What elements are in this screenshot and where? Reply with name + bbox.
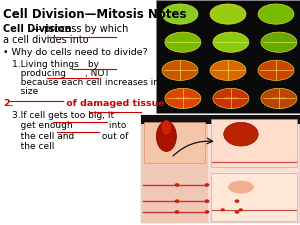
Ellipse shape — [162, 60, 198, 81]
Ellipse shape — [210, 4, 246, 24]
Ellipse shape — [156, 121, 176, 151]
Circle shape — [235, 210, 239, 214]
Bar — [156, 0, 300, 112]
Ellipse shape — [210, 60, 246, 81]
Circle shape — [205, 199, 209, 203]
Ellipse shape — [258, 4, 294, 24]
Text: 1.Living things: 1.Living things — [12, 60, 79, 69]
Bar — [141, 115, 300, 124]
Ellipse shape — [261, 32, 297, 52]
Text: 2.: 2. — [3, 99, 13, 108]
Circle shape — [175, 183, 179, 187]
Text: the cell: the cell — [12, 142, 54, 151]
Circle shape — [239, 208, 243, 211]
Text: into: into — [106, 122, 127, 130]
Text: out of: out of — [99, 132, 128, 141]
Text: producing: producing — [12, 69, 66, 78]
Text: • Why do cells need to divide?: • Why do cells need to divide? — [3, 48, 148, 57]
Ellipse shape — [213, 88, 249, 109]
Ellipse shape — [161, 120, 172, 135]
Ellipse shape — [261, 88, 297, 109]
Text: get enough: get enough — [12, 122, 73, 130]
Bar — [141, 115, 208, 223]
Bar — [211, 119, 297, 166]
Text: — process by which: — process by which — [28, 24, 129, 34]
Ellipse shape — [165, 88, 201, 109]
Ellipse shape — [165, 32, 201, 52]
Text: of damaged tissue: of damaged tissue — [63, 99, 165, 108]
Circle shape — [221, 208, 225, 211]
Text: Cell Division: Cell Division — [3, 24, 71, 34]
Text: because each cell increases in: because each cell increases in — [12, 78, 159, 87]
Circle shape — [175, 210, 179, 214]
Ellipse shape — [213, 32, 249, 52]
Text: , NOT: , NOT — [85, 69, 110, 78]
Ellipse shape — [224, 122, 258, 146]
Ellipse shape — [228, 181, 254, 194]
Text: the cell and: the cell and — [12, 132, 74, 141]
Circle shape — [235, 199, 239, 203]
Bar — [144, 122, 205, 163]
Text: by: by — [85, 60, 100, 69]
Text: size: size — [12, 87, 38, 96]
Text: Cell Division—Mitosis Notes: Cell Division—Mitosis Notes — [3, 8, 187, 21]
Circle shape — [205, 210, 209, 214]
Bar — [211, 173, 297, 220]
Text: 3.If cell gets too big, it: 3.If cell gets too big, it — [12, 111, 114, 120]
Text: a cell divides into: a cell divides into — [3, 35, 88, 45]
Bar — [141, 115, 300, 223]
Circle shape — [235, 183, 239, 187]
Circle shape — [205, 183, 209, 187]
Ellipse shape — [258, 60, 294, 81]
Circle shape — [175, 199, 179, 203]
Ellipse shape — [162, 4, 198, 24]
